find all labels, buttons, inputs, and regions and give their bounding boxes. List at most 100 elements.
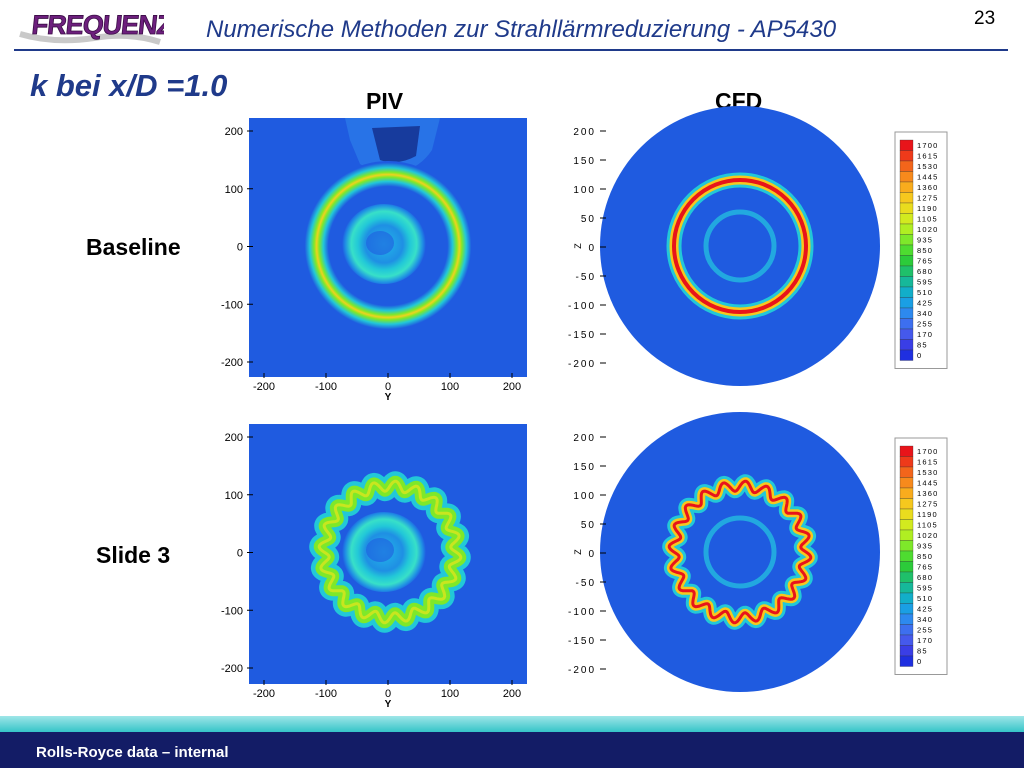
- cfd-baseline-z-tick-label: 50: [581, 214, 596, 225]
- legend-level-label: 1020: [917, 225, 939, 234]
- legend-swatch: [899, 456, 914, 468]
- legend-level-label: 510: [917, 288, 933, 297]
- cfd-baseline-z-tick-label: -50: [576, 272, 596, 283]
- legend-level-label: 765: [917, 257, 933, 266]
- legend-swatch: [899, 192, 914, 204]
- legend-level-label: 1360: [917, 183, 939, 192]
- color-legend-baseline: 1700161515301445136012751190110510209358…: [894, 131, 948, 369]
- legend-level-label: 340: [917, 309, 933, 318]
- legend-swatch: [899, 613, 914, 625]
- legend-swatch: [899, 213, 914, 225]
- legend-swatch: [899, 540, 914, 552]
- legend-level-label: 1275: [917, 194, 939, 203]
- legend-level-label: 680: [917, 573, 933, 582]
- legend-level-label: 1615: [917, 152, 939, 161]
- legend-level-label: 1190: [917, 204, 938, 213]
- row-label-slide3: Slide 3: [96, 542, 171, 568]
- piv-baseline-x-label: Y: [385, 392, 392, 403]
- piv-baseline-x-tick-label: 100: [441, 381, 459, 393]
- legend-swatch: [899, 244, 914, 256]
- legend-swatch: [899, 550, 914, 562]
- legend-level-label: 425: [917, 605, 933, 614]
- legend-swatch: [899, 297, 914, 309]
- legend-level-label: 0: [917, 351, 922, 360]
- legend-level-label: 85: [917, 341, 928, 350]
- legend-swatch: [899, 318, 914, 330]
- legend-swatch: [899, 519, 914, 531]
- legend-level-label: 1105: [917, 215, 938, 224]
- legend-level-label: 680: [917, 267, 933, 276]
- legend-swatch: [899, 561, 914, 573]
- legend-level-label: 255: [917, 626, 933, 635]
- piv-slide3-plot: [249, 424, 527, 684]
- legend-level-label: 1190: [917, 510, 938, 519]
- legend-swatch: [899, 276, 914, 288]
- legend-level-label: 850: [917, 246, 933, 255]
- legend-swatch: [899, 466, 914, 478]
- legend-swatch: [899, 181, 914, 193]
- legend-level-label: 1360: [917, 489, 939, 498]
- cfd-baseline-z-axis: 200 150 100 50 0 -50 -100 -150 -200 Z: [568, 127, 606, 370]
- cfd-baseline-z-tick-label: -200: [568, 359, 596, 370]
- piv-slide3-y-tick-label: 200: [225, 432, 243, 444]
- legend-level-label: 170: [917, 636, 933, 645]
- legend-level-label: 0: [917, 657, 922, 666]
- legend-level-label: 1700: [917, 141, 939, 150]
- piv-baseline-x-tick-label: 200: [503, 381, 521, 393]
- legend-swatch: [899, 592, 914, 604]
- legend-swatch: [899, 234, 914, 246]
- legend-swatch: [899, 477, 914, 489]
- legend-level-label: 340: [917, 615, 933, 624]
- cfd-slide3-z-axis: 200 150 100 50 0 -50 -100 -150 -200 Z: [568, 433, 606, 676]
- piv-slide3-y-tick-label: 100: [225, 490, 243, 502]
- legend-swatch: [899, 655, 914, 667]
- legend-level-label: 595: [917, 278, 933, 287]
- legend-swatch: [899, 286, 914, 298]
- legend-level-label: 1615: [917, 458, 939, 467]
- cfd-slide3-plot: [600, 412, 880, 692]
- cfd-slide3-z-tick-label: 0: [588, 549, 596, 560]
- piv-slide3-x-tick-label: -200: [253, 688, 275, 700]
- frequenz-logo: FREQUENZ: [19, 9, 164, 45]
- piv-baseline-y-tick-label: -100: [221, 299, 243, 311]
- legend-swatch: [899, 603, 914, 615]
- column-label-piv: PIV: [366, 88, 404, 114]
- piv-slide3-y-tick-label: -100: [221, 605, 243, 617]
- piv-baseline-x-tick-label: -100: [315, 381, 337, 393]
- piv-slide3-y-axis: 200 100 0 -100 -200: [221, 432, 253, 675]
- legend-level-label: 85: [917, 647, 928, 656]
- legend-swatch: [899, 445, 914, 457]
- legend-level-label: 1275: [917, 500, 939, 509]
- piv-baseline-y-axis: 200 100 0 -100 -200: [221, 126, 253, 369]
- cfd-z-label: Z: [573, 549, 583, 555]
- legend-level-label: 510: [917, 594, 933, 603]
- legend-swatch: [899, 150, 914, 162]
- header-divider: [14, 49, 1008, 51]
- cfd-slide3-z-tick-label: -50: [576, 578, 596, 589]
- piv-baseline-y-tick-label: 100: [225, 184, 243, 196]
- legend-swatch: [899, 529, 914, 541]
- cfd-slide3-z-tick-label: -100: [568, 607, 596, 618]
- piv-slide3-x-tick-label: 100: [441, 688, 459, 700]
- legend-level-label: 425: [917, 299, 933, 308]
- legend-swatch: [899, 498, 914, 510]
- piv-baseline-y-tick-label: -200: [221, 357, 243, 369]
- cfd-slide3-z-tick-label: 50: [581, 520, 596, 531]
- legend-swatch: [899, 223, 914, 235]
- cfd-slide3-z-tick-label: 150: [573, 462, 596, 473]
- legend-level-label: 935: [917, 236, 933, 245]
- piv-slide3-y-tick-label: -200: [221, 663, 243, 675]
- footer-text: Rolls-Royce data – internal: [36, 744, 229, 761]
- legend-swatch: [899, 139, 914, 151]
- cfd-slide3-z-tick-label: -200: [568, 665, 596, 676]
- legend-level-label: 1445: [917, 173, 939, 182]
- cfd-slide3-z-tick-label: 100: [573, 491, 596, 502]
- cfd-baseline-z-tick-label: 0: [588, 243, 596, 254]
- legend-swatch: [899, 202, 914, 214]
- cfd-slide3-z-tick-label: 200: [573, 433, 596, 444]
- piv-baseline-x-tick-label: -200: [253, 381, 275, 393]
- piv-baseline-y-tick-label: 0: [237, 242, 243, 254]
- page-number: 23: [974, 8, 996, 29]
- slide-title: Numerische Methoden zur Strahllärmreduzi…: [206, 16, 837, 43]
- legend-level-label: 1530: [917, 162, 939, 171]
